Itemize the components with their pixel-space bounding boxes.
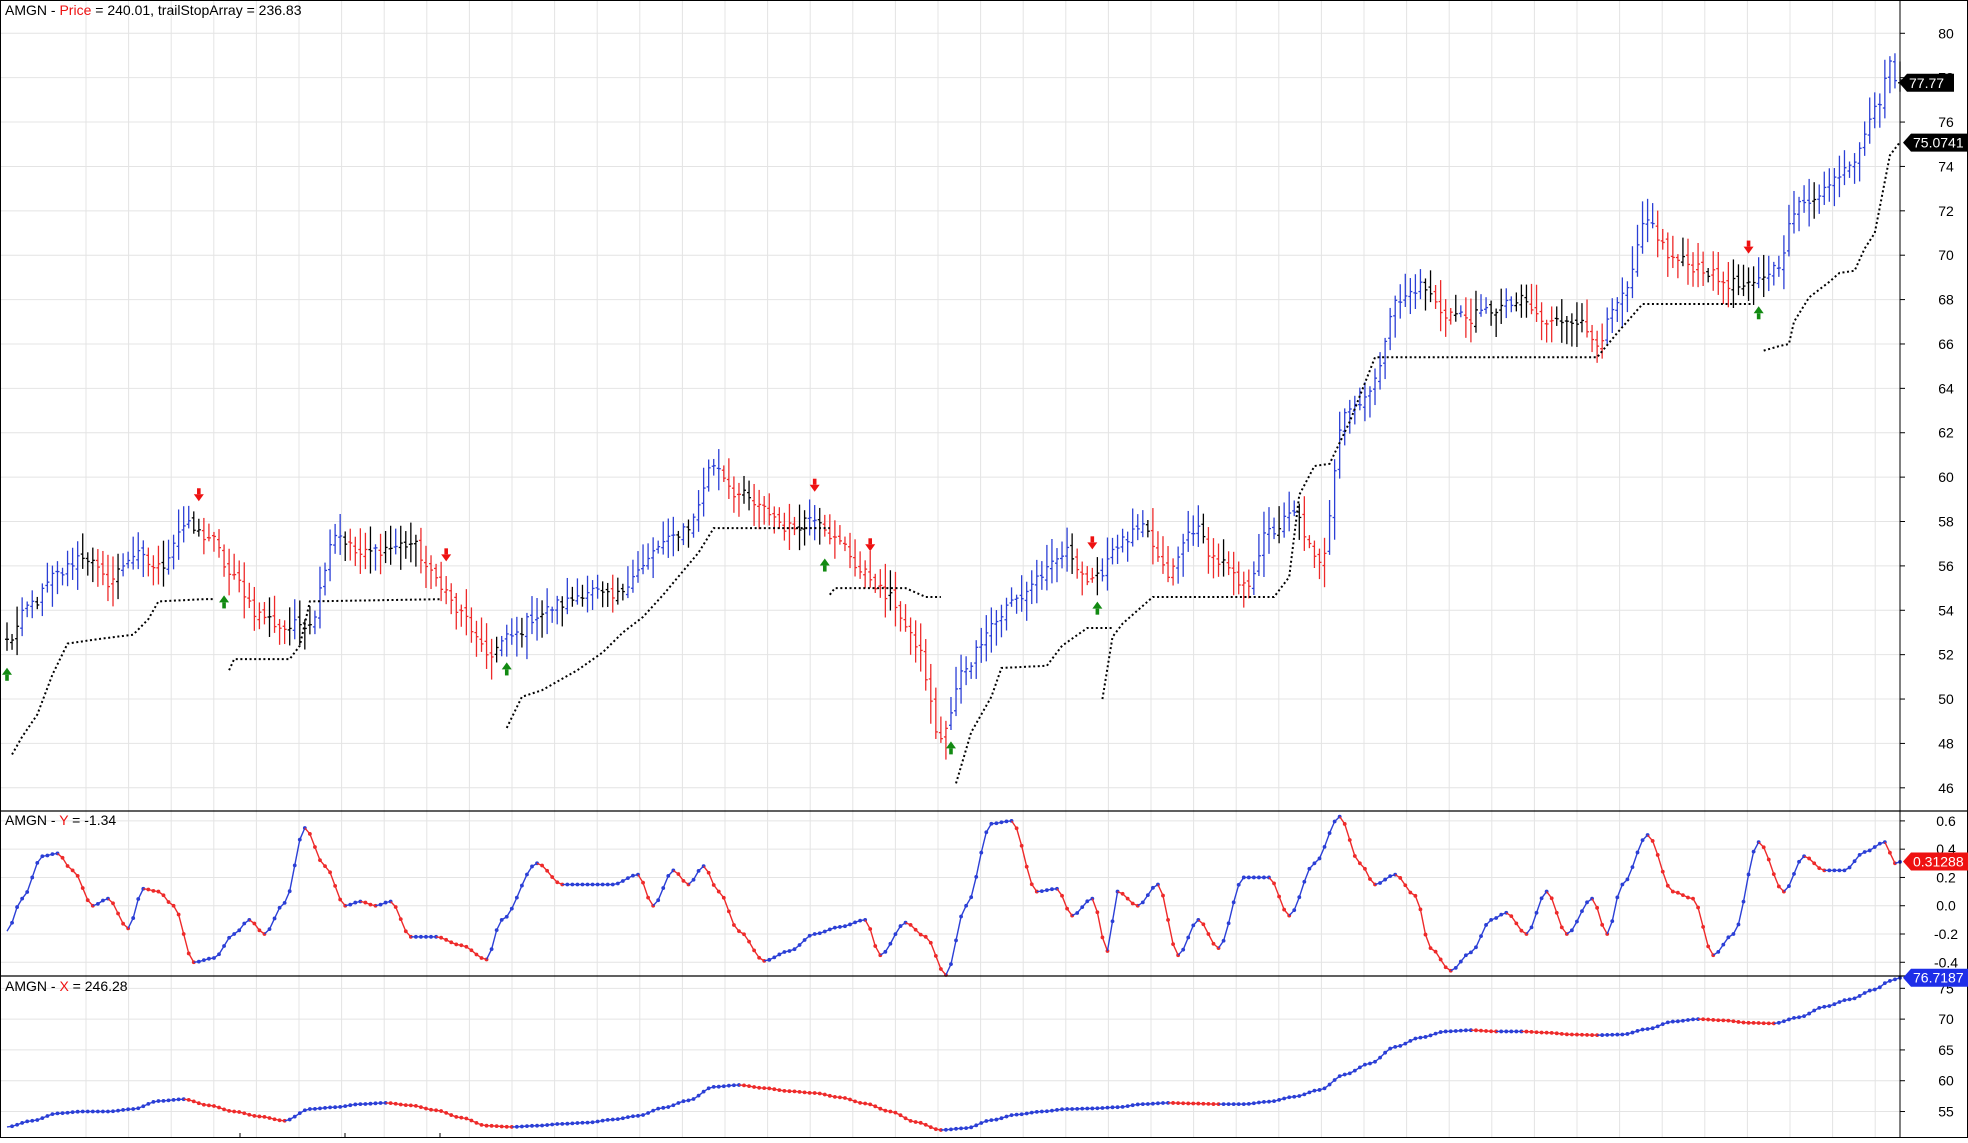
y-tick-label: 74 — [1938, 158, 1954, 174]
arrow-shaft — [949, 748, 953, 754]
y-tick-label: 80 — [1938, 25, 1954, 41]
y-tick-label: 65 — [1938, 1042, 1954, 1058]
y-tick-label: -0.2 — [1934, 926, 1958, 942]
y-tick-label: 52 — [1938, 647, 1954, 663]
arrow-shaft — [197, 488, 201, 494]
y-tick-label: 70 — [1938, 1011, 1954, 1027]
arrow-shaft — [5, 675, 9, 681]
badge-value: 76.7187 — [1913, 970, 1964, 986]
y-tick-label: 54 — [1938, 602, 1954, 618]
y-tick-label: 66 — [1938, 336, 1954, 352]
y-tick-label: 58 — [1938, 514, 1954, 530]
badge-value: 75.0741 — [1913, 135, 1964, 151]
y-pane-title: AMGN - Y = -1.34 — [5, 812, 116, 828]
last-value-badge: 0.31288 — [1903, 852, 1968, 870]
x-pane-title: AMGN - X = 246.28 — [5, 978, 128, 994]
y-tick-label: 0.0 — [1936, 898, 1956, 914]
arrow-shaft — [444, 548, 448, 554]
arrow-shaft — [1091, 536, 1095, 542]
arrow-shaft — [505, 669, 509, 675]
last-value-badge: 75.0741 — [1903, 134, 1968, 152]
last-value-badge: 76.7187 — [1903, 969, 1968, 987]
badge-value: 77.77 — [1909, 75, 1944, 91]
arrow-shaft — [1747, 241, 1751, 247]
y-tick-label: 46 — [1938, 780, 1954, 796]
y-tick-label: 56 — [1938, 558, 1954, 574]
y-tick-label: 68 — [1938, 292, 1954, 308]
last-value-badge: 77.77 — [1899, 74, 1954, 92]
y-tick-label: 72 — [1938, 203, 1954, 219]
y-tick-label: 64 — [1938, 380, 1954, 396]
arrow-shaft — [868, 538, 872, 544]
y-tick-label: 50 — [1938, 691, 1954, 707]
y-tick-label: 76 — [1938, 114, 1954, 130]
arrow-shaft — [813, 479, 817, 485]
y-tick-label: 60 — [1938, 469, 1954, 485]
y-tick-label: -0.4 — [1934, 954, 1958, 970]
price-pane-title: AMGN - Price = 240.01, trailStopArray = … — [5, 2, 302, 18]
y-tick-label: 70 — [1938, 247, 1954, 263]
badge-value: 0.31288 — [1913, 853, 1964, 869]
arrow-shaft — [1757, 313, 1761, 319]
arrow-shaft — [222, 602, 226, 608]
y-tick-label: 55 — [1938, 1104, 1954, 1120]
y-tick-label: 0.2 — [1936, 869, 1956, 885]
y-tick-label: 62 — [1938, 425, 1954, 441]
y-tick-label: 0.6 — [1936, 813, 1956, 829]
arrow-shaft — [823, 566, 827, 572]
y-tick-label: 48 — [1938, 735, 1954, 751]
arrow-shaft — [1096, 609, 1100, 615]
y-tick-label: 60 — [1938, 1073, 1954, 1089]
